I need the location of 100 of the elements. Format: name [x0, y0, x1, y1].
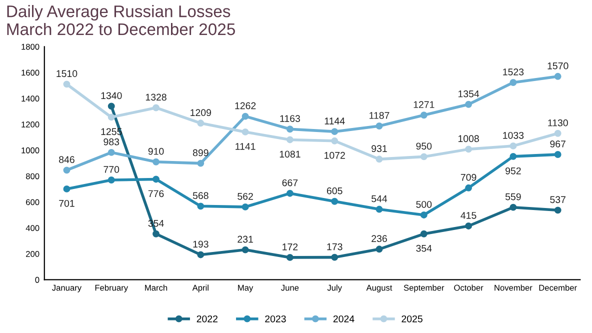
data-label: 231 [238, 236, 253, 243]
data-label: 701 [59, 200, 74, 207]
point [376, 122, 383, 130]
x-tick-label: August [366, 284, 392, 292]
data-label: 910 [148, 148, 164, 155]
y-tick-label: 1200 [22, 122, 40, 128]
data-label: 1072 [324, 152, 345, 159]
data-label: 1144 [324, 118, 345, 124]
y-tick-label: 1800 [22, 44, 40, 50]
x-tick-label: February [95, 284, 128, 292]
point [376, 156, 383, 163]
point [152, 230, 160, 238]
chart-title: Daily Average Russian Losses March 2022 to December 2025 [7, 4, 235, 36]
point [465, 146, 472, 153]
legend-label: 2024 [333, 315, 354, 322]
point [510, 79, 517, 86]
data-label: 770 [104, 166, 120, 173]
point [152, 158, 160, 166]
point [286, 190, 294, 197]
data-label: 1130 [548, 119, 568, 126]
point [152, 104, 160, 112]
x-tick-label: November [494, 284, 532, 291]
x-tick-label: January [52, 284, 82, 292]
point [376, 206, 383, 213]
data-label: 931 [372, 145, 387, 152]
data-label: 983 [104, 138, 120, 146]
data-label: 1340 [101, 92, 122, 100]
data-label: 1523 [503, 68, 524, 76]
data-label: 967 [550, 140, 566, 148]
data-label: 776 [148, 190, 164, 198]
data-label: 193 [193, 240, 208, 248]
x-tick-label: December [539, 284, 577, 291]
data-label: 1141 [236, 143, 256, 150]
point [376, 246, 383, 253]
legend-label: 2022 [196, 315, 218, 322]
y-tick-label: 1000 [22, 147, 40, 154]
point [197, 160, 204, 167]
point [108, 176, 115, 184]
x-tick-label: October [454, 284, 484, 291]
data-label: 537 [550, 196, 566, 204]
data-label: 1570 [548, 62, 568, 70]
x-tick-label: April [192, 284, 208, 292]
data-label: 846 [59, 156, 74, 164]
point [554, 72, 562, 80]
y-tick-label: 400 [26, 225, 40, 232]
point [63, 80, 70, 88]
data-label: 544 [372, 195, 388, 202]
point [510, 204, 517, 211]
x-tick-label: September [404, 284, 444, 292]
data-label: 1354 [458, 90, 480, 98]
point [286, 136, 294, 144]
data-label: 1262 [235, 102, 256, 110]
data-label: 415 [460, 212, 476, 219]
point [465, 184, 472, 192]
data-label: 1033 [503, 132, 524, 139]
data-label: 172 [282, 243, 298, 250]
point [63, 185, 70, 192]
data-label: 173 [327, 243, 342, 250]
data-label: 1187 [370, 112, 390, 119]
y-tick-label: 1400 [22, 96, 40, 102]
x-tick-label: June [281, 284, 299, 291]
data-label: 1271 [414, 101, 434, 108]
point [197, 202, 204, 210]
data-label: 236 [372, 235, 387, 242]
y-tick-label: 1600 [22, 70, 40, 76]
data-label: 952 [506, 167, 521, 174]
point [108, 102, 115, 110]
point [465, 100, 472, 108]
point [331, 128, 338, 136]
data-label: 709 [460, 174, 476, 181]
x-tick-label: March [145, 284, 168, 291]
x-tick-label: July [327, 284, 342, 292]
data-label: 1510 [56, 70, 78, 78]
point [63, 166, 70, 174]
point [554, 130, 562, 137]
data-label: 354 [416, 244, 432, 252]
data-label: 899 [192, 149, 208, 156]
legend-label: 2025 [402, 315, 422, 322]
point [286, 254, 294, 261]
point [108, 148, 115, 156]
point [242, 246, 249, 254]
point [554, 151, 562, 158]
point [420, 211, 428, 218]
data-label: 1081 [280, 150, 300, 158]
data-label: 500 [416, 200, 432, 208]
point [331, 137, 338, 144]
point [286, 126, 294, 133]
point [152, 176, 160, 183]
data-label: 950 [416, 142, 432, 150]
data-label: 1328 [146, 94, 166, 101]
x-tick-label: May [238, 284, 254, 292]
point [420, 230, 428, 238]
y-tick-label: 800 [26, 173, 40, 180]
data-label: 1008 [458, 135, 479, 142]
data-label: 1209 [190, 109, 212, 116]
data-label: 1163 [280, 115, 300, 122]
data-label: 667 [282, 179, 298, 186]
data-label: 605 [326, 187, 342, 194]
point [331, 198, 338, 205]
legend-label: 2023 [265, 315, 286, 322]
